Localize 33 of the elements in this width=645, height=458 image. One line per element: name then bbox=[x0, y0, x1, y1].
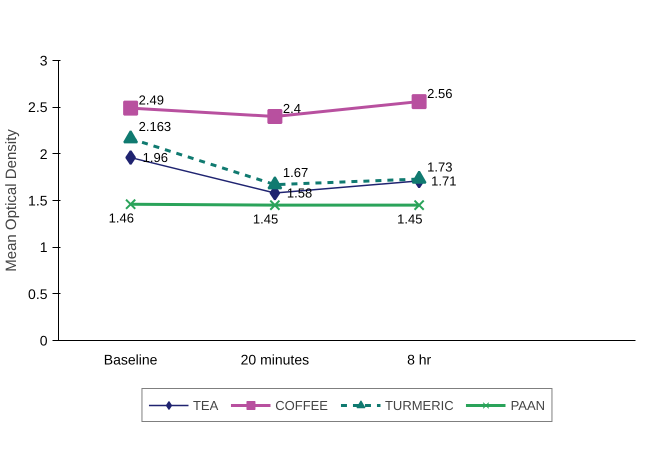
data-label: 2.56 bbox=[427, 86, 452, 102]
y-tick-label: 0 bbox=[40, 332, 48, 348]
x-tick-label: 20 minutes bbox=[240, 352, 310, 368]
data-label: 1.45 bbox=[252, 212, 278, 227]
data-label: 1.45 bbox=[397, 212, 422, 227]
point bbox=[412, 94, 427, 110]
point bbox=[269, 200, 280, 211]
point bbox=[267, 109, 282, 124]
point bbox=[125, 150, 136, 166]
y-tick-label: 3 bbox=[40, 52, 48, 68]
data-label: 2.49 bbox=[138, 92, 164, 108]
data-label: 1.67 bbox=[282, 165, 308, 180]
point bbox=[125, 198, 136, 210]
legend-label: PAAN bbox=[510, 398, 546, 412]
data-label: 2.4 bbox=[282, 101, 301, 116]
data-label: 1.46 bbox=[108, 210, 134, 226]
point bbox=[123, 100, 138, 116]
legend-label: COFFEE bbox=[275, 398, 328, 412]
x-tick-label: 8 hr bbox=[407, 352, 432, 368]
data-label: 2.163 bbox=[138, 119, 172, 134]
point bbox=[414, 200, 425, 211]
legend-label: TEA bbox=[192, 398, 218, 412]
data-label: 1.96 bbox=[142, 150, 168, 166]
y-tick-label: 1.5 bbox=[28, 192, 48, 208]
data-label: 1.71 bbox=[431, 173, 456, 188]
legend-label: TURMERIC bbox=[384, 398, 454, 412]
y-axis-title: Mean Optical Density bbox=[3, 128, 20, 272]
y-tick-label: 2 bbox=[40, 146, 48, 162]
y-tick-label: 1 bbox=[40, 239, 48, 256]
data-label: 1.73 bbox=[427, 160, 452, 175]
x-tick-label: Baseline bbox=[104, 352, 158, 368]
y-tick-label: 0.5 bbox=[28, 286, 48, 302]
y-tick-label: 2.5 bbox=[28, 99, 48, 116]
